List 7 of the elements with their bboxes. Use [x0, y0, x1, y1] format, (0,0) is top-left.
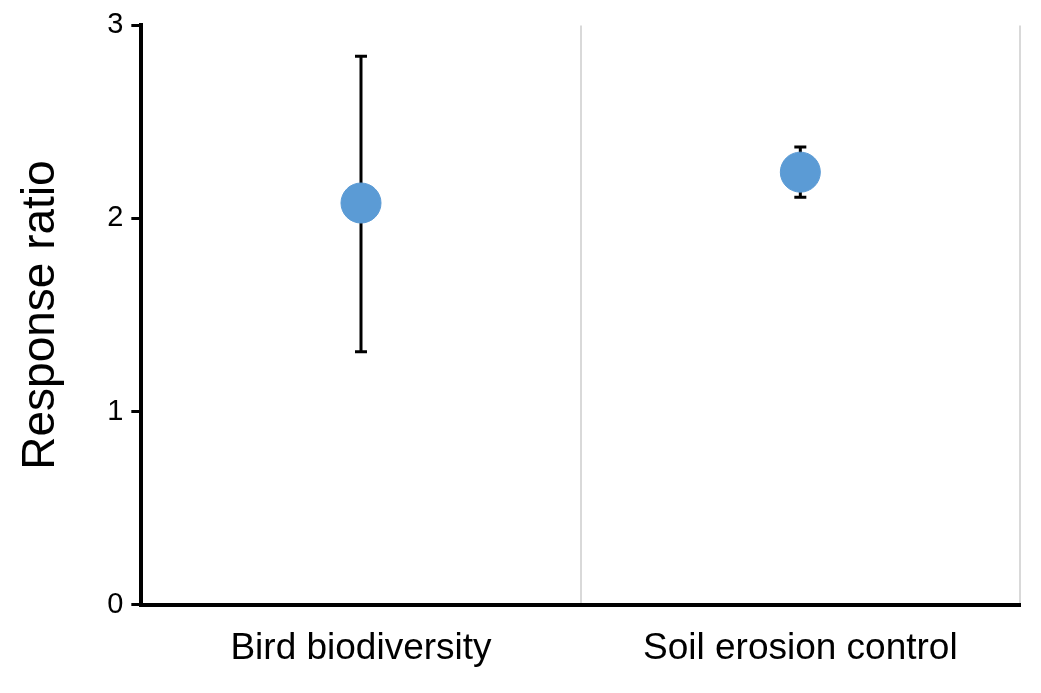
x-tick-label: Bird biodiversity — [230, 626, 493, 667]
y-tick-label: 1 — [107, 393, 124, 426]
y-tick-label: 0 — [107, 586, 124, 619]
y-axis-title: Response ratio — [12, 160, 65, 470]
x-tick-label: Soil erosion control — [643, 626, 958, 667]
y-tick-label: 2 — [107, 200, 124, 233]
y-tick-label: 3 — [107, 7, 124, 40]
